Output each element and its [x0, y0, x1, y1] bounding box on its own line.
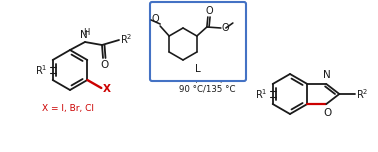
Text: O: O	[152, 14, 159, 24]
FancyBboxPatch shape	[150, 2, 246, 81]
Text: CuI, L: CuI, L	[194, 50, 221, 60]
Text: H: H	[83, 28, 89, 37]
Text: N: N	[80, 30, 88, 40]
Text: R$^{1}$: R$^{1}$	[35, 63, 48, 77]
Text: O: O	[101, 60, 108, 70]
Text: K₃PO₄, DMF, 12 h: K₃PO₄, DMF, 12 h	[171, 75, 244, 84]
Text: O: O	[205, 6, 213, 16]
Text: O: O	[323, 108, 332, 118]
Text: R$^{1}$: R$^{1}$	[255, 87, 268, 101]
Text: N: N	[324, 70, 331, 80]
Text: X: X	[102, 84, 110, 94]
Text: L: L	[195, 64, 201, 74]
Text: R$^{2}$: R$^{2}$	[120, 32, 132, 46]
Text: O: O	[222, 23, 229, 33]
Text: X = I, Br, Cl: X = I, Br, Cl	[42, 104, 94, 112]
Text: 90 °C/135 °C: 90 °C/135 °C	[179, 84, 236, 93]
Text: R$^{2}$: R$^{2}$	[356, 87, 369, 101]
